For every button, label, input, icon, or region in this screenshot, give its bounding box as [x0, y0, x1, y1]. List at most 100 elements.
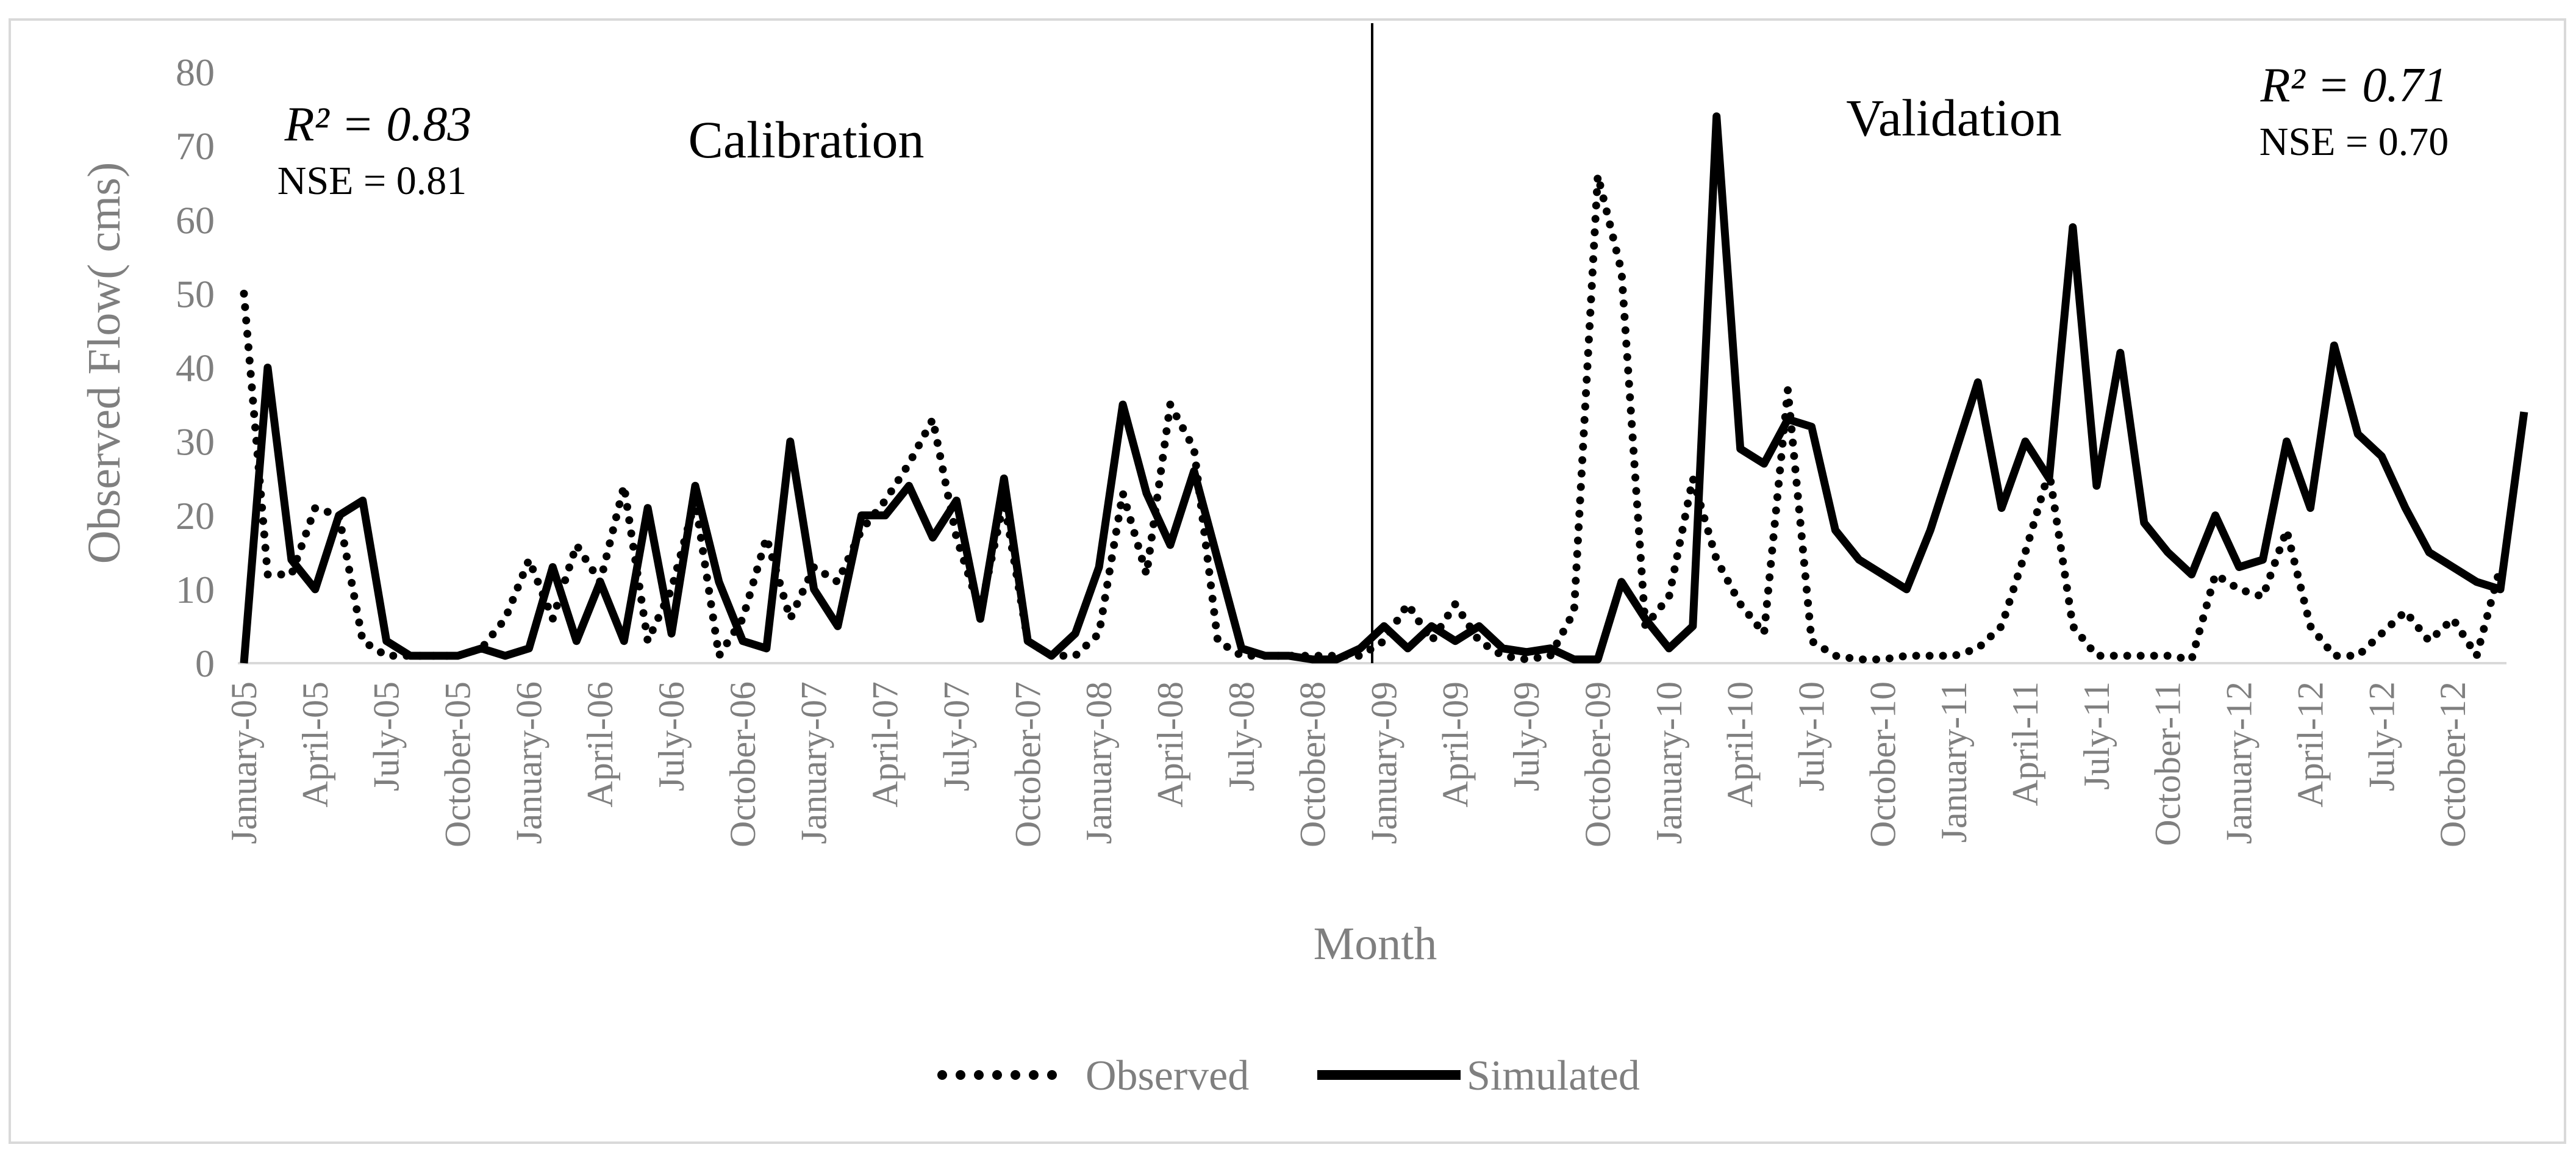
point-observed — [1168, 402, 1173, 407]
point-observed — [1643, 624, 1648, 628]
point-simulated — [2166, 550, 2170, 555]
point-simulated — [1168, 542, 1173, 547]
x-tick-label: October-06 — [723, 681, 763, 847]
point-simulated — [550, 565, 555, 570]
point-simulated — [1904, 587, 1909, 592]
point-simulated — [2189, 572, 2194, 577]
point-simulated — [2070, 225, 2075, 229]
x-tick-label: April-08 — [1150, 681, 1190, 808]
point-simulated — [645, 506, 650, 511]
point-observed — [1239, 653, 1244, 658]
point-simulated — [1476, 624, 1481, 628]
point-simulated — [2094, 483, 2099, 488]
point-observed — [1856, 657, 1861, 662]
point-simulated — [621, 639, 626, 644]
point-simulated — [1144, 491, 1149, 495]
x-axis-title: Month — [1314, 918, 1437, 969]
x-tick-label: April-09 — [1435, 681, 1475, 808]
point-simulated — [1975, 380, 1980, 385]
point-observed — [503, 616, 507, 621]
legend: Observed Simulated — [937, 1052, 1640, 1099]
point-observed — [2166, 653, 2170, 658]
point-observed — [1097, 631, 1101, 636]
point-observed — [1215, 639, 1220, 644]
point-observed — [1120, 491, 1125, 495]
point-simulated — [2237, 565, 2242, 570]
point-observed — [978, 609, 982, 614]
x-tick-label: July-11 — [2077, 681, 2117, 790]
x-tick-label: January-06 — [509, 681, 549, 844]
point-observed — [574, 542, 579, 547]
point-observed — [1999, 624, 2004, 628]
point-observed — [931, 417, 936, 422]
point-observed — [1548, 653, 1553, 658]
point-observed — [1975, 646, 1980, 651]
point-simulated — [669, 631, 674, 636]
point-observed — [621, 483, 626, 488]
point-simulated — [2474, 580, 2479, 584]
point-simulated — [456, 653, 460, 658]
point-simulated — [479, 646, 484, 651]
point-observed — [883, 498, 888, 503]
y-tick-label: 70 — [176, 124, 215, 168]
point-simulated — [1643, 616, 1648, 621]
point-simulated — [1667, 646, 1672, 651]
point-observed — [1786, 387, 1791, 392]
point-simulated — [1786, 417, 1791, 422]
point-observed — [1762, 631, 1767, 636]
point-simulated — [1690, 624, 1695, 628]
calibration-label: Calibration — [689, 110, 925, 169]
point-simulated — [788, 439, 793, 444]
point-observed — [1690, 476, 1695, 481]
point-observed — [1073, 653, 1078, 658]
validation-label: Validation — [1846, 88, 2062, 147]
point-observed — [1738, 602, 1743, 606]
point-simulated — [598, 580, 603, 584]
x-tick-label: July-06 — [651, 681, 692, 791]
point-simulated — [265, 365, 270, 370]
point-observed — [2237, 587, 2242, 592]
point-observed — [2070, 624, 2075, 628]
point-observed — [1429, 639, 1434, 644]
point-observed — [1928, 653, 1933, 658]
point-simulated — [740, 639, 745, 644]
point-observed — [526, 557, 531, 562]
point-observed — [2331, 653, 2336, 658]
point-simulated — [1809, 424, 1814, 429]
point-observed — [2403, 609, 2408, 614]
point-simulated — [1928, 528, 1933, 533]
point-simulated — [526, 646, 531, 651]
point-observed — [1952, 653, 1956, 658]
legend-label-simulated: Simulated — [1467, 1052, 1640, 1099]
y-tick-label: 0 — [195, 642, 215, 685]
point-observed — [1833, 653, 1838, 658]
point-simulated — [931, 535, 936, 540]
point-observed — [907, 461, 912, 466]
x-tick-label: October-12 — [2433, 681, 2473, 847]
point-simulated — [1334, 657, 1339, 662]
point-observed — [550, 616, 555, 621]
point-simulated — [2522, 409, 2527, 414]
point-observed — [859, 528, 864, 533]
point-observed — [2284, 528, 2289, 533]
point-observed — [788, 616, 793, 621]
x-tick-label: April-06 — [580, 681, 620, 808]
point-simulated — [1358, 646, 1363, 651]
point-simulated — [242, 661, 246, 666]
point-observed — [954, 535, 959, 540]
point-observed — [2450, 616, 2455, 621]
point-observed — [1524, 657, 1529, 662]
point-observed — [2261, 594, 2266, 599]
x-tick-label: January-05 — [224, 681, 264, 844]
point-simulated — [1619, 580, 1624, 584]
x-tick-label: October-08 — [1293, 681, 1333, 847]
x-tick-label: January-07 — [794, 681, 834, 844]
x-tick-label: April-10 — [1720, 681, 1761, 808]
point-simulated — [2118, 350, 2123, 355]
x-tick-label: January-08 — [1079, 681, 1119, 844]
point-simulated — [1572, 657, 1576, 662]
point-observed — [1144, 572, 1149, 577]
point-simulated — [1097, 565, 1101, 570]
y-tick-label: 30 — [176, 420, 215, 464]
point-simulated — [384, 639, 389, 644]
